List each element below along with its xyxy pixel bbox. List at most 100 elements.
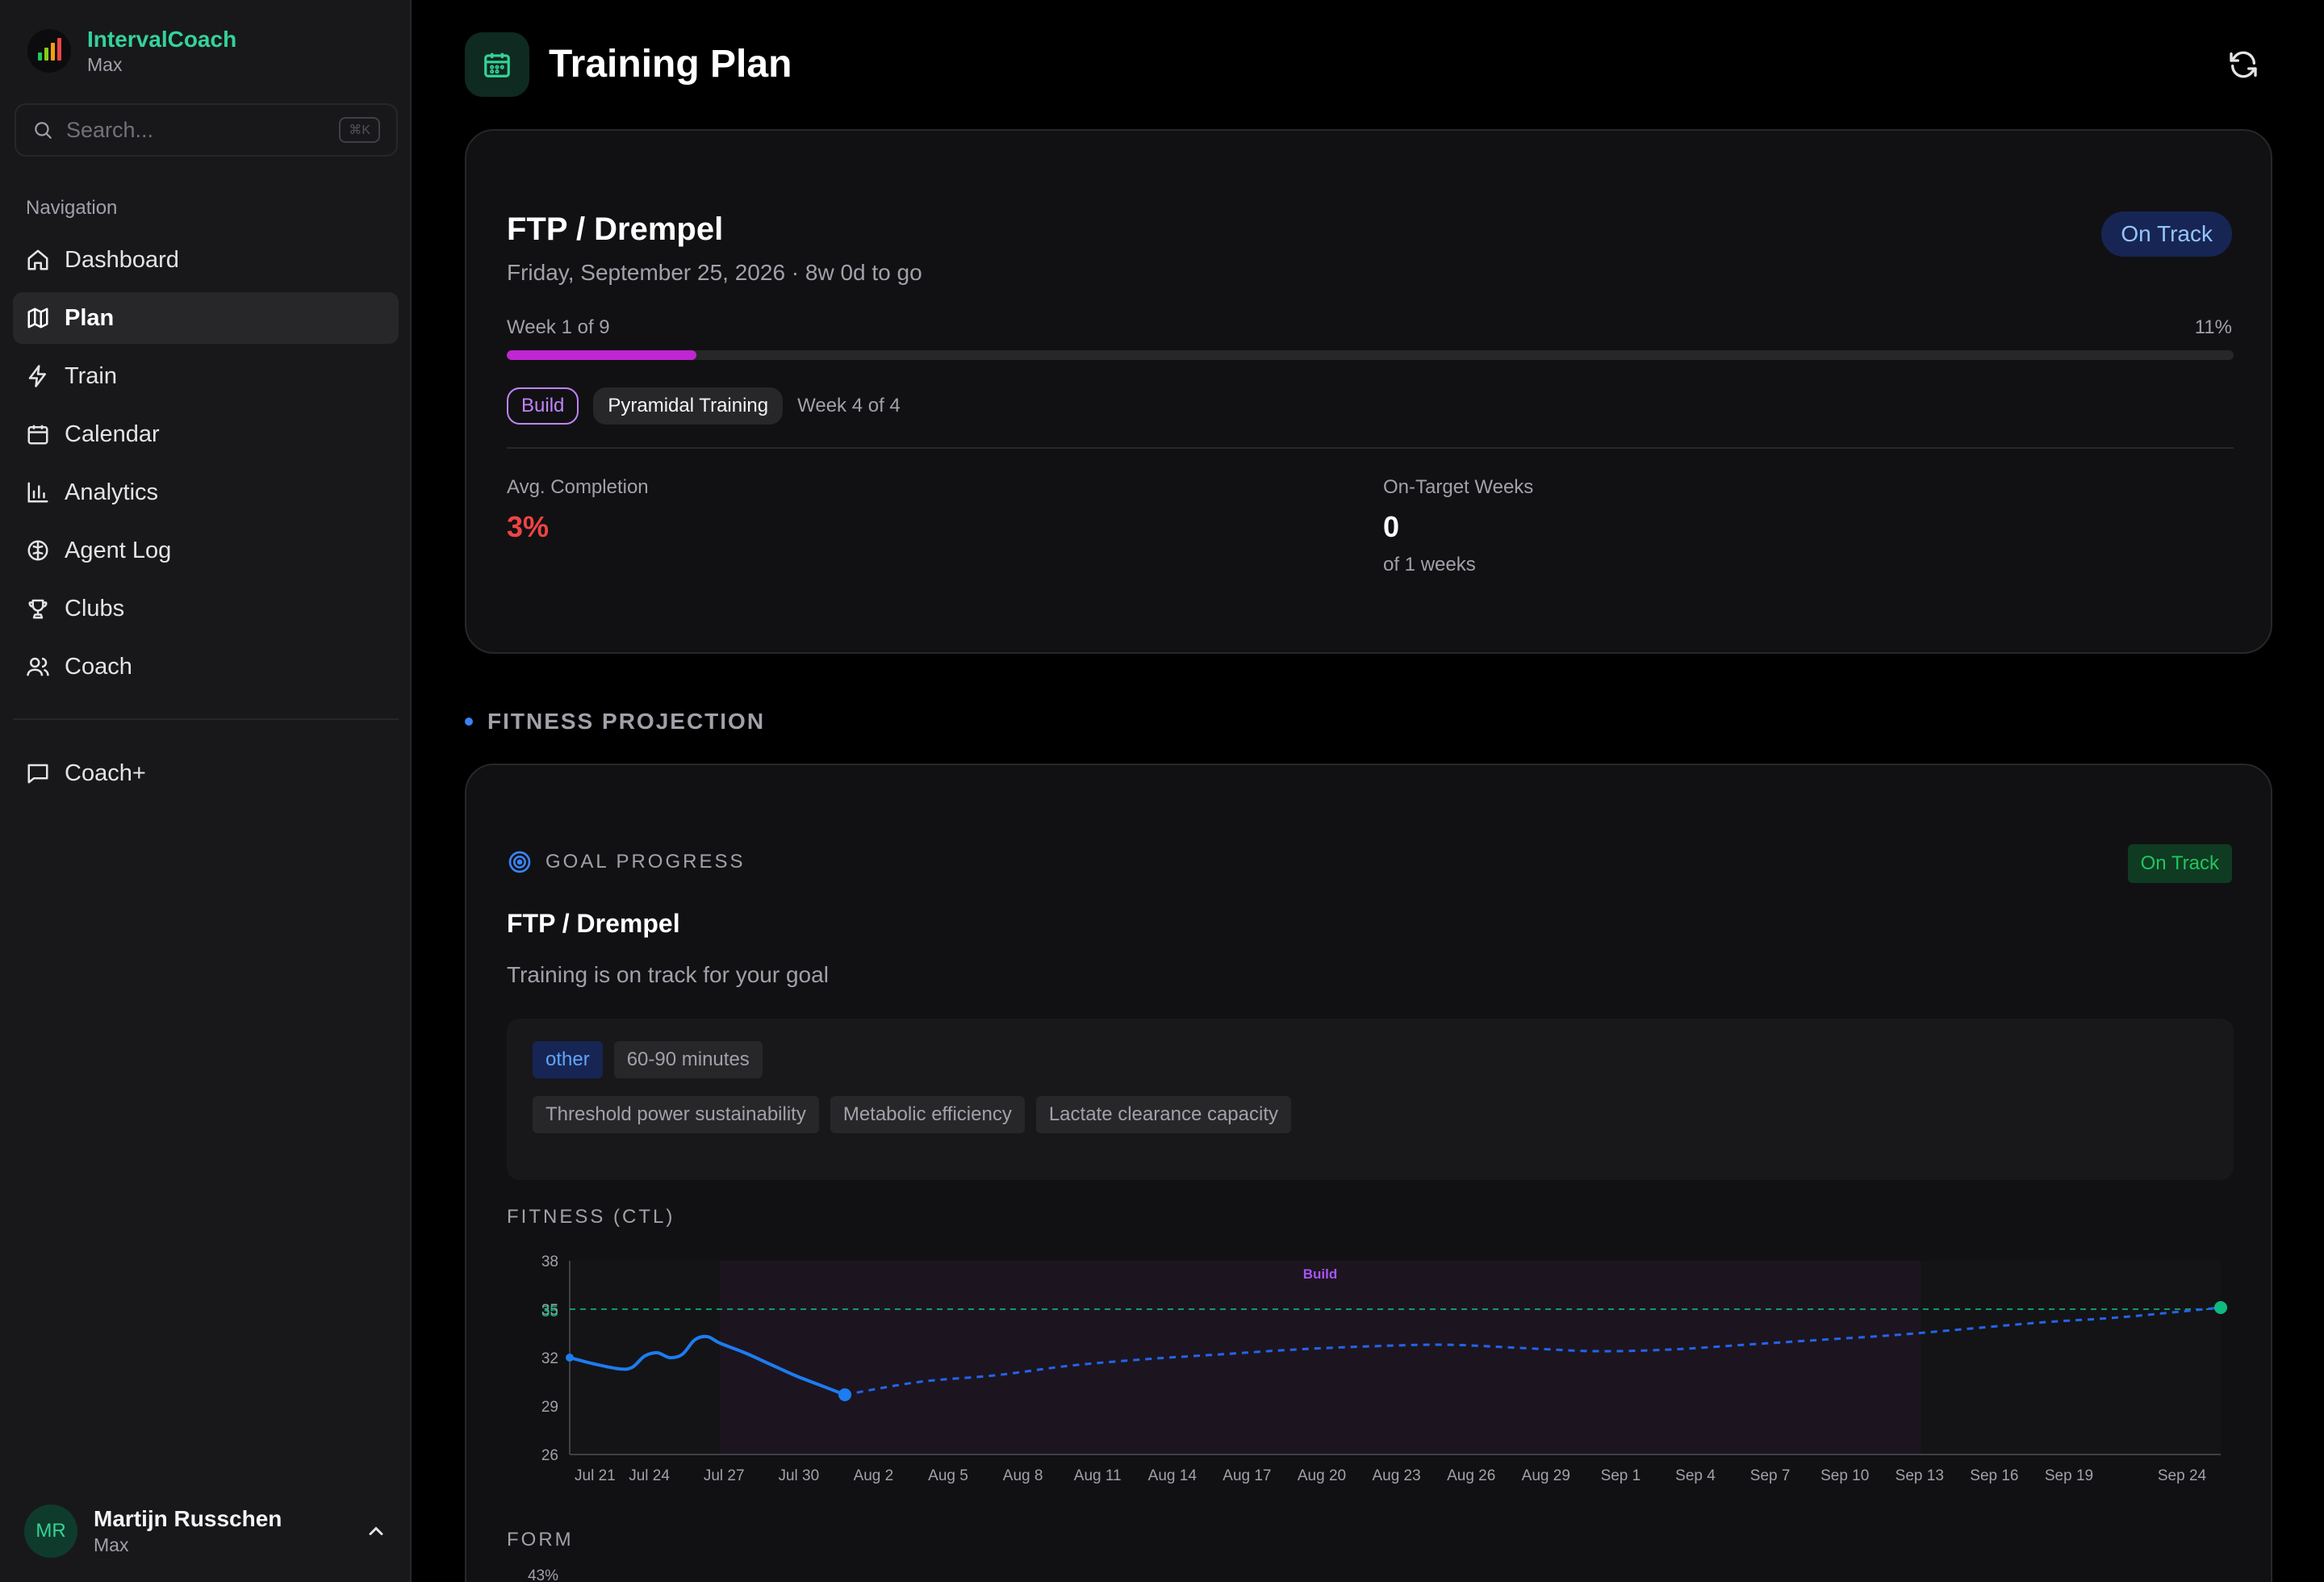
app-tier: Max — [87, 54, 123, 75]
plan-progress-fill — [507, 350, 697, 360]
tag-type: other — [533, 1041, 603, 1078]
page-title: Training Plan — [549, 43, 792, 86]
goal-progress-label: GOAL PROGRESS — [545, 851, 746, 873]
sidebar-item-coach[interactable]: Coach — [13, 641, 399, 693]
nav-title: Navigation — [26, 197, 118, 219]
sidebar-item-dashboard[interactable]: Dashboard — [13, 234, 399, 286]
user-menu[interactable]: MR Martijn Russchen Max — [24, 1503, 387, 1559]
fitness-chart-title: FITNESS (CTL) — [507, 1206, 675, 1228]
status-badge: On Track — [2127, 844, 2232, 883]
sidebar-item-analytics[interactable]: Analytics — [13, 467, 399, 518]
x-tick-label: Aug 14 — [1148, 1467, 1198, 1484]
x-tick-label: Aug 5 — [928, 1467, 968, 1484]
x-tick-label: Aug 23 — [1372, 1467, 1420, 1484]
user-name: Martijn Russchen — [94, 1506, 282, 1531]
phase-badge: Build — [507, 387, 579, 425]
x-tick-label: Jul 21 — [575, 1467, 616, 1484]
section-dot — [465, 718, 473, 726]
signal-bars-icon — [27, 29, 71, 73]
y-tick-label: 32 — [541, 1350, 558, 1367]
y-tick-label: 38 — [541, 1253, 558, 1270]
user-tier: Max — [94, 1534, 129, 1555]
sidebar-item-coach-plus[interactable]: Coach+ — [13, 747, 399, 799]
tag-focus: Lactate clearance capacity — [1035, 1096, 1291, 1133]
sidebar-item-train[interactable]: Train — [13, 350, 399, 402]
target-label: 35 — [541, 1304, 558, 1320]
calendar-icon — [27, 425, 48, 445]
x-tick-label: Sep 13 — [1896, 1467, 1944, 1484]
x-tick-label: Sep 7 — [1750, 1467, 1791, 1484]
sidebar-item-label: Train — [65, 362, 117, 389]
goal-end-point — [2214, 1301, 2227, 1314]
x-tick-label: Sep 10 — [1820, 1467, 1869, 1484]
refresh-icon[interactable] — [2227, 48, 2259, 81]
chevron-up-icon[interactable] — [365, 1520, 387, 1542]
sidebar-item-label: Agent Log — [65, 537, 172, 563]
search-icon — [35, 122, 52, 139]
tag-focus: Threshold power sustainability — [533, 1096, 819, 1133]
projection-card: GOAL PROGRESS On Track FTP / Drempel Tra… — [465, 764, 2272, 1582]
app-name: IntervalCoach — [87, 27, 237, 52]
y-tick-label: 35 — [541, 1302, 558, 1319]
search-placeholder: Search... — [66, 117, 154, 142]
sidebar-item-label: Analytics — [65, 479, 159, 505]
sidebar-item-clubs[interactable]: Clubs — [13, 583, 399, 634]
x-tick-label: Aug 26 — [1447, 1467, 1495, 1484]
stat-label: On-Target Weeks — [1383, 476, 1534, 498]
block-badge: Pyramidal Training — [593, 387, 784, 425]
x-tick-label: Sep 1 — [1601, 1467, 1641, 1484]
y-tick-label: 26 — [541, 1447, 558, 1464]
x-tick-label: Sep 4 — [1675, 1467, 1716, 1484]
goal-tags: other 60-90 minutes Threshold power sust… — [507, 1019, 2234, 1180]
sidebar-item-calendar[interactable]: Calendar — [13, 408, 399, 460]
section-title: FITNESS PROJECTION — [465, 709, 765, 734]
status-badge: On Track — [2101, 211, 2232, 257]
progress-percent: 11% — [2194, 316, 2232, 338]
sidebar-item-agent-log[interactable]: Agent Log — [13, 525, 399, 576]
sidebar-item-label: Calendar — [65, 421, 160, 447]
goal-date: Friday, September 25, 2026 · 8w 0d to go — [507, 260, 922, 285]
series-actual-line — [569, 1334, 846, 1396]
trophy-icon — [28, 599, 48, 619]
sidebar: IntervalCoach Max Search... ⌘K Navigatio… — [0, 0, 412, 1582]
on-target-stat: On-Target Weeks 0 of 1 weeks — [1383, 476, 1533, 576]
stat-subtext: of 1 weeks — [1383, 554, 1476, 575]
sidebar-item-plan[interactable]: Plan — [13, 292, 399, 344]
x-tick-label: Jul 24 — [629, 1467, 670, 1484]
map-icon — [27, 308, 48, 329]
x-tick-label: Sep 19 — [2045, 1467, 2093, 1484]
brain-icon — [27, 540, 48, 561]
sidebar-divider — [13, 718, 399, 720]
x-tick-label: Aug 20 — [1298, 1467, 1346, 1484]
projection-description: Training is on track for your goal — [507, 962, 829, 987]
x-tick-label: Sep 16 — [1970, 1467, 2018, 1484]
stat-value: 0 — [1383, 510, 1400, 543]
y-tick-label: 29 — [541, 1399, 558, 1416]
projection-goal-title: FTP / Drempel — [507, 909, 680, 938]
sidebar-item-label: Dashboard — [65, 246, 179, 273]
search-shortcut: ⌘K — [339, 117, 380, 143]
zap-icon — [28, 365, 46, 387]
sidebar-item-label: Clubs — [65, 595, 125, 622]
home-icon — [27, 249, 48, 270]
message-square-icon — [27, 764, 48, 784]
form-y-tick: 43% — [528, 1567, 558, 1582]
bar-chart-icon — [27, 482, 48, 503]
divider — [507, 447, 2234, 449]
sidebar-nav: Dashboard Plan Train Calendar Analytics … — [13, 234, 399, 699]
x-tick-label: Aug 8 — [1003, 1467, 1043, 1484]
search-input[interactable]: Search... ⌘K — [15, 103, 398, 157]
plan-progress-bar — [507, 350, 2234, 360]
goal-progress-header: GOAL PROGRESS — [507, 849, 746, 875]
x-tick-label: Sep 24 — [2158, 1467, 2207, 1484]
series-projected-line — [844, 1306, 2222, 1396]
target-icon — [508, 851, 531, 873]
tag-duration: 60-90 minutes — [613, 1041, 763, 1078]
x-tick-label: Jul 30 — [778, 1467, 819, 1484]
brand[interactable]: IntervalCoach Max — [27, 26, 236, 76]
phase-band-build — [720, 1261, 1921, 1454]
series-start-point — [566, 1354, 574, 1362]
x-tick-label: Aug 29 — [1522, 1467, 1570, 1484]
goal-title: FTP / Drempel — [507, 211, 724, 247]
